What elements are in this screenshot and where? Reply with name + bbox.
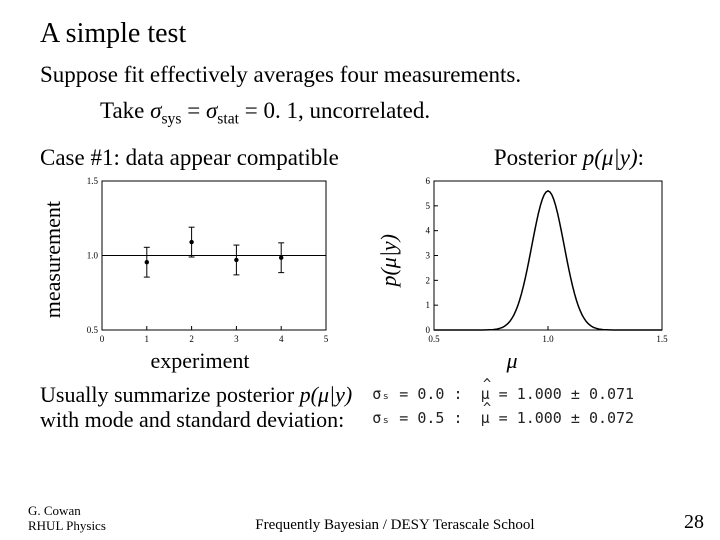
result2-err: 0.072 xyxy=(589,409,634,427)
posterior-prefix: Posterior xyxy=(494,145,583,170)
posterior-suffix: : xyxy=(638,145,644,170)
svg-text:4: 4 xyxy=(279,334,284,344)
ylabel-right: p(μ|y) xyxy=(376,234,402,287)
subtitle: Suppose fit effectively averages four me… xyxy=(40,62,688,88)
footer-center: Frequently Bayesian / DESY Terascale Sch… xyxy=(255,517,534,534)
take-prefix: Take xyxy=(100,98,150,123)
svg-text:0: 0 xyxy=(426,325,431,335)
left-chart: 0 1 2 3 4 5 0.5 1.0 1.5 xyxy=(74,173,334,348)
footer-author1: G. Cowan xyxy=(28,503,81,518)
svg-text:0.5: 0.5 xyxy=(428,334,440,344)
sigma-sys: σ xyxy=(150,98,161,123)
take-suffix: = 0. 1, uncorrelated. xyxy=(239,98,430,123)
svg-text:2: 2 xyxy=(426,275,431,285)
result-row-1: σₛ = 0.0 : μ = 1.000 ± 0.071 xyxy=(372,382,634,406)
summary-text: Usually summarize posterior p(μ|y) with … xyxy=(40,382,352,433)
svg-text:0.5: 0.5 xyxy=(87,325,99,335)
svg-text:6: 6 xyxy=(426,176,431,186)
footer: G. Cowan RHUL Physics Frequently Bayesia… xyxy=(0,504,720,534)
summary-line2: with mode and standard deviation: xyxy=(40,407,344,432)
eq-mid-1: = xyxy=(181,98,205,123)
svg-text:2: 2 xyxy=(189,334,194,344)
svg-text:1.5: 1.5 xyxy=(87,176,99,186)
footer-author2: RHUL Physics xyxy=(28,518,106,533)
svg-text:1.0: 1.0 xyxy=(542,334,554,344)
right-chart: 0.5 1.0 1.5 0 1 2 3 4 5 6 xyxy=(410,173,670,348)
result-row-2: σₛ = 0.5 : μ = 1.000 ± 0.072 xyxy=(372,406,634,430)
sigma-stat: σ xyxy=(206,98,217,123)
stat-sub: stat xyxy=(217,111,239,128)
svg-text:3: 3 xyxy=(426,250,431,260)
svg-text:1: 1 xyxy=(426,300,431,310)
sys-sub: sys xyxy=(161,111,181,128)
result2-pm: ± xyxy=(571,409,580,427)
posterior-label: Posterior p(μ|y): xyxy=(494,145,644,171)
xlabel-left: experiment xyxy=(70,348,330,374)
summary-pmuy: p(μ|y) xyxy=(300,382,353,407)
svg-text:3: 3 xyxy=(234,334,239,344)
result1-lhs: σₛ = 0.0 : xyxy=(372,385,462,403)
page-title: A simple test xyxy=(40,18,688,50)
svg-text:5: 5 xyxy=(426,200,431,210)
svg-text:4: 4 xyxy=(426,225,431,235)
result1-err: 0.071 xyxy=(589,385,634,403)
xlabel-right: μ xyxy=(382,348,642,374)
footer-left: G. Cowan RHUL Physics xyxy=(28,504,106,534)
result2-lhs: σₛ = 0.5 : xyxy=(372,409,462,427)
footer-page: 28 xyxy=(684,511,704,534)
svg-text:0: 0 xyxy=(100,334,105,344)
result1-val: 1.000 xyxy=(517,385,562,403)
svg-text:1.0: 1.0 xyxy=(87,250,99,260)
results-block: σₛ = 0.0 : μ = 1.000 ± 0.071 σₛ = 0.5 : … xyxy=(372,382,634,430)
mu-hat-2: μ xyxy=(481,406,490,430)
result1-pm: ± xyxy=(571,385,580,403)
result2-val: 1.000 xyxy=(517,409,562,427)
svg-text:5: 5 xyxy=(324,334,329,344)
take-line: Take σsys = σstat = 0. 1, uncorrelated. xyxy=(100,98,688,129)
summary-line1: Usually summarize posterior xyxy=(40,382,300,407)
svg-text:1.5: 1.5 xyxy=(656,334,668,344)
svg-text:1: 1 xyxy=(145,334,150,344)
ylabel-left: measurement xyxy=(40,201,66,318)
case-label: Case #1: data appear compatible xyxy=(40,145,339,171)
posterior-pmuy: p(μ|y) xyxy=(583,145,638,170)
